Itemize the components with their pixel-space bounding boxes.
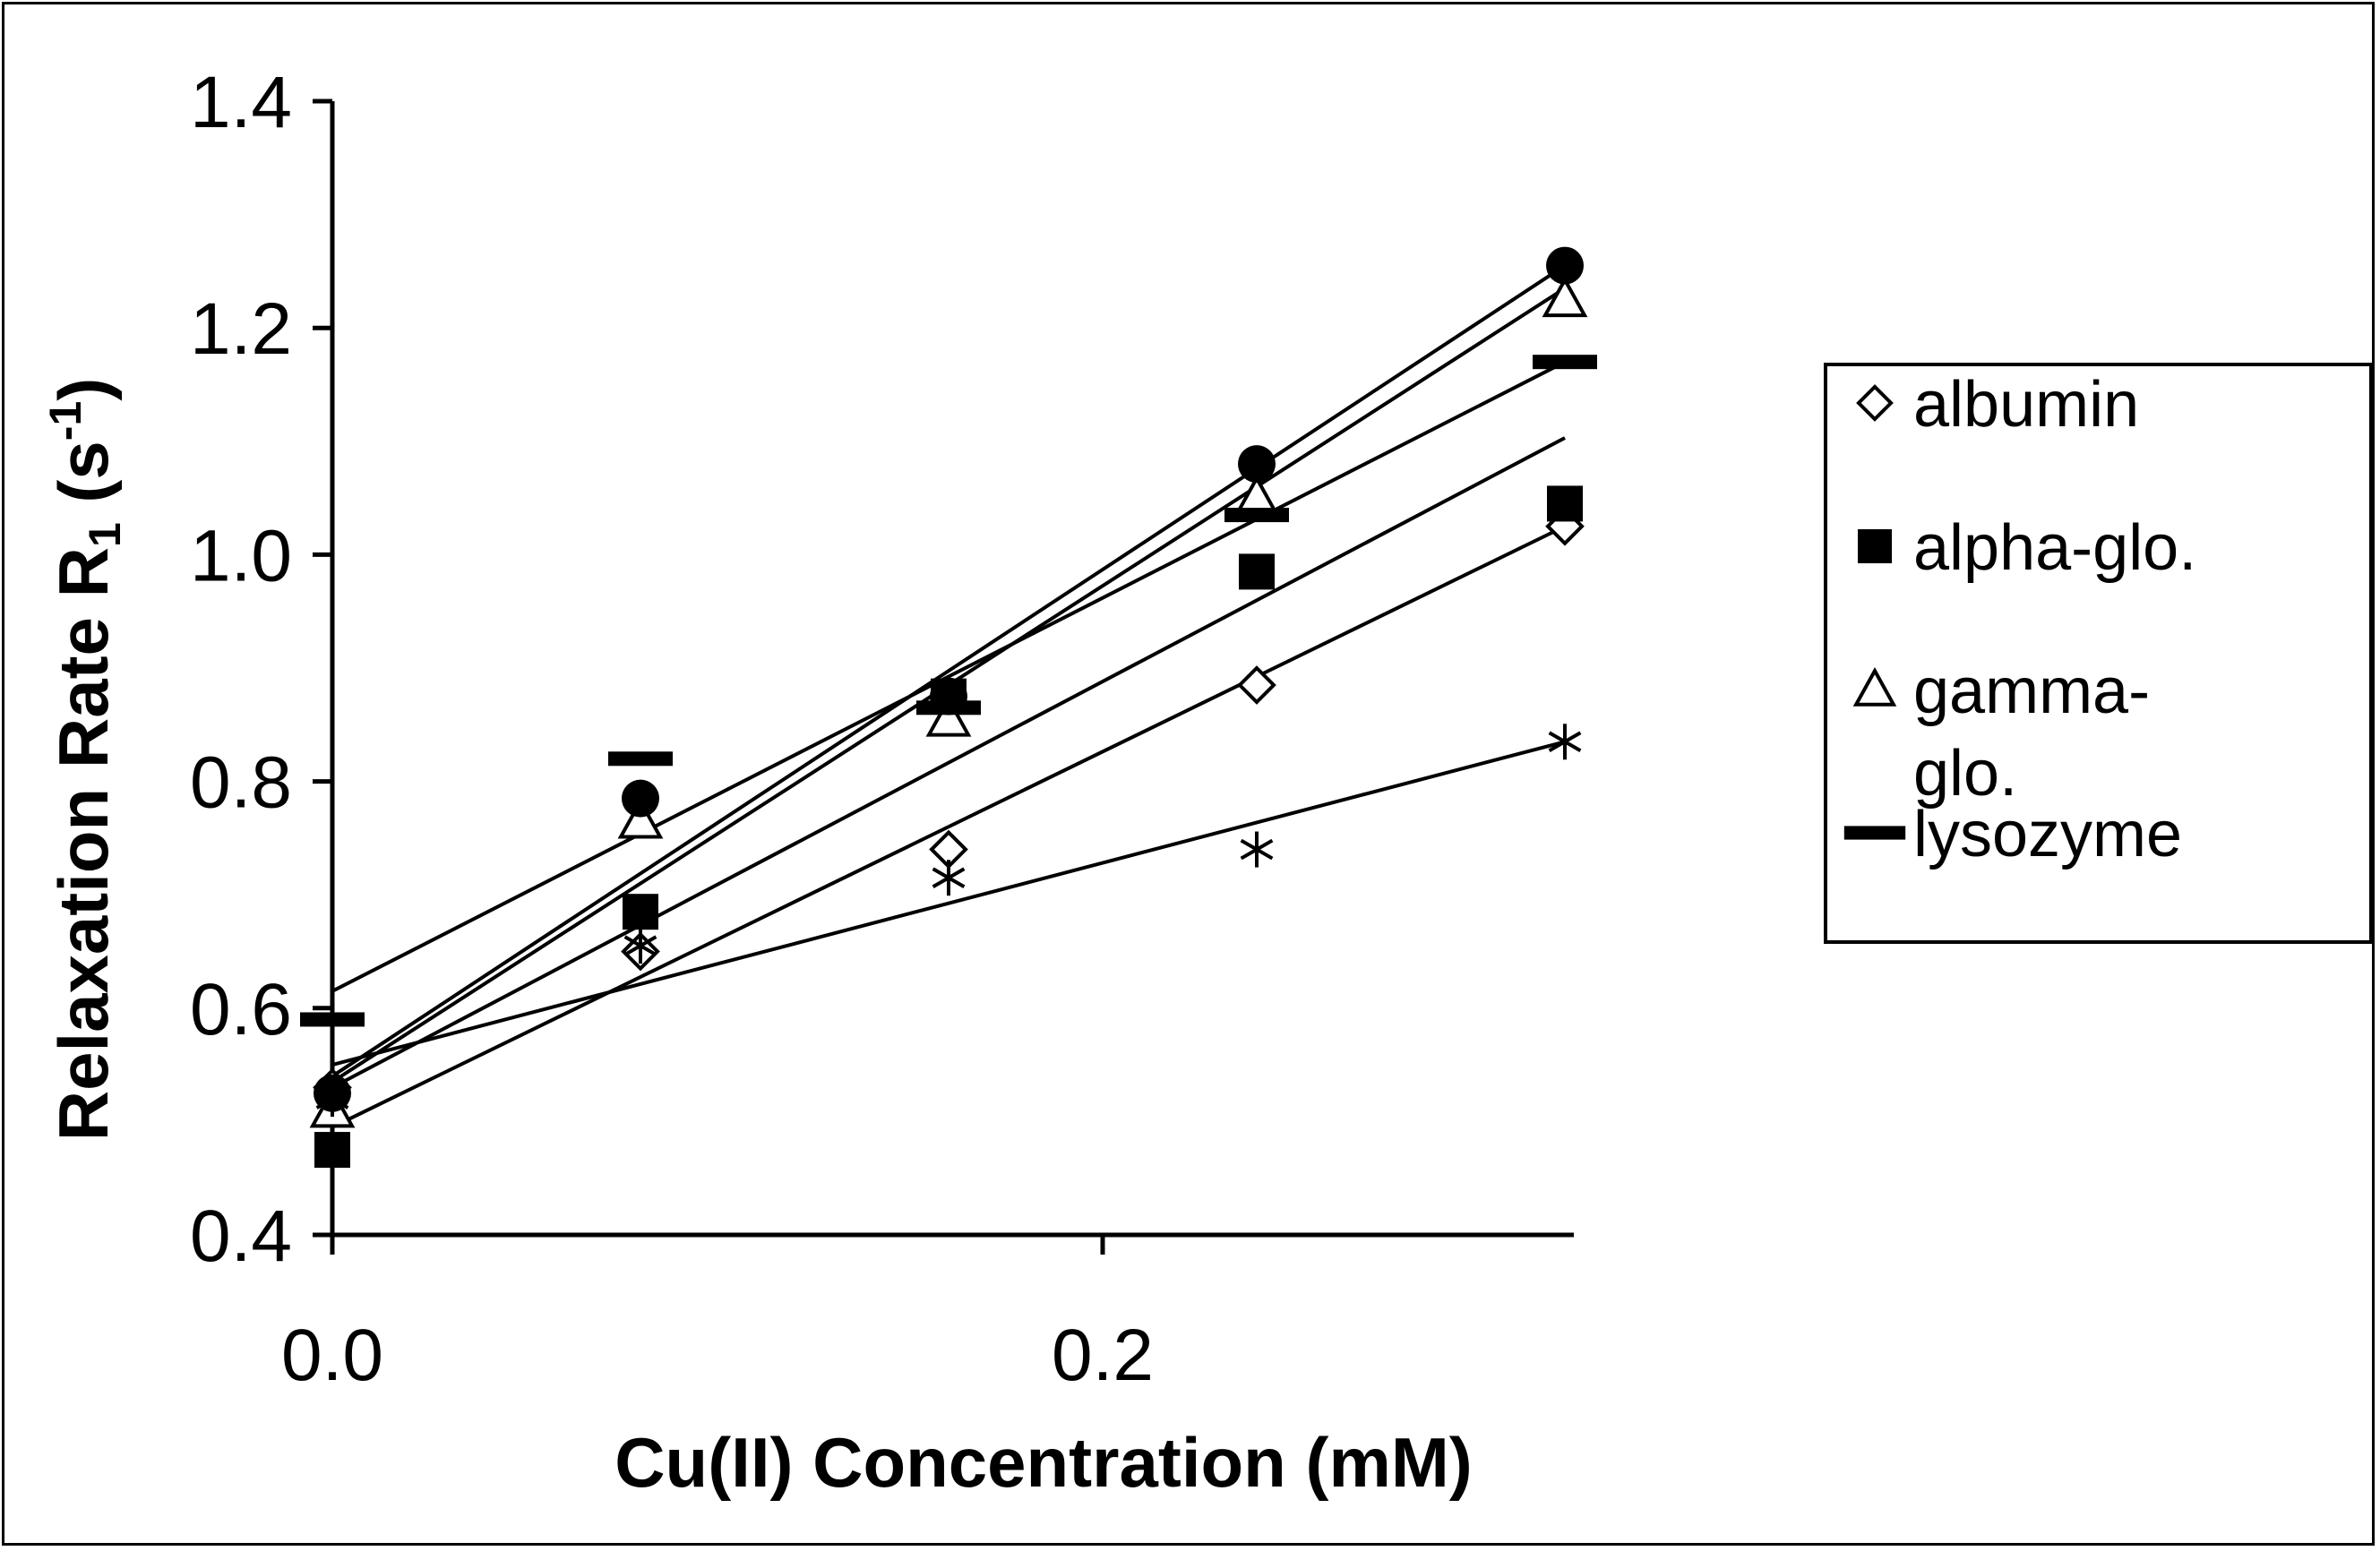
y-axis-title-superscript: -1 xyxy=(40,401,90,441)
legend-label: alpha-glo. xyxy=(1913,512,2196,584)
data-point-circle-filled xyxy=(1546,246,1584,285)
data-point-star xyxy=(1548,724,1582,760)
y-tick-label: 0.6 xyxy=(190,969,292,1050)
data-point-diamond-open xyxy=(1237,665,1276,705)
star-stroke xyxy=(932,867,966,888)
data-point-star xyxy=(623,928,657,964)
legend-marker-square-filled xyxy=(1858,529,1892,563)
trend-line xyxy=(331,436,1566,1090)
data-point-circle-filled xyxy=(622,779,659,818)
data-point-square-filled xyxy=(1239,553,1275,590)
data-point-dash-filled xyxy=(608,751,673,767)
legend-items: albumin alpha-glo. gamma-glo.lysozyme xyxy=(1843,369,2196,870)
y-axis-title-unit-close: ) xyxy=(44,378,123,401)
legend: albumin alpha-glo. gamma-glo.lysozyme xyxy=(1824,363,2373,944)
y-tick-label: 0.4 xyxy=(190,1195,292,1277)
trend-line xyxy=(331,524,1566,1129)
legend-label: lysozyme xyxy=(1913,799,2182,870)
y-tick-label: 1.4 xyxy=(190,62,292,143)
y-axis-title-unit-open: (s xyxy=(44,441,123,522)
y-tick-label: 0.8 xyxy=(190,742,292,824)
data-point-square-filled xyxy=(623,894,658,930)
y-axis-title-main: Relaxation Rate R xyxy=(44,547,123,1141)
trend-line xyxy=(331,740,1566,1067)
star-stroke xyxy=(623,935,657,956)
trend-lines xyxy=(331,263,1567,1129)
x-axis-title: Cu(II) Concentration (mM) xyxy=(614,1423,1473,1502)
data-point-circle-filled xyxy=(930,677,967,716)
legend-marker-diamond-open xyxy=(1856,384,1894,422)
legend-label: glo. xyxy=(1913,738,2017,810)
star-stroke xyxy=(1548,731,1582,753)
data-point-triangle-open xyxy=(925,695,972,737)
y-axis-title: Relaxation Rate R1 (s-1) xyxy=(40,378,130,1142)
data-point-circle-filled xyxy=(1238,445,1276,484)
legend-label: albumin xyxy=(1913,369,2139,441)
data-point-square-filled xyxy=(1547,485,1583,522)
data-point-square-filled xyxy=(314,1132,350,1169)
legend-box xyxy=(1824,363,2373,944)
x-axis-ticks: 0.0 0.2 xyxy=(281,1235,1154,1396)
data-point-dash-filled xyxy=(1224,508,1289,523)
star-stroke xyxy=(1240,838,1274,861)
data-point-triangle-open xyxy=(617,797,664,839)
star-stroke xyxy=(315,1088,349,1110)
trend-line xyxy=(331,360,1566,993)
data-point-dash-filled xyxy=(1533,355,1597,370)
y-axis-title-subscript: 1 xyxy=(80,522,130,547)
y-tick-label: 1.0 xyxy=(190,515,292,596)
x-tick-label: 0.2 xyxy=(1052,1315,1154,1396)
data-point-dash-filled xyxy=(300,1012,365,1027)
legend-marker-dash-filled xyxy=(1843,826,1906,840)
legend-label: gamma- xyxy=(1913,656,2150,727)
data-points xyxy=(300,246,1597,1169)
data-point-star xyxy=(315,1081,349,1118)
y-axis-ticks: 0.4 0.6 0.8 1.0 1.2 1.4 xyxy=(190,62,332,1277)
plot-area: 0.4 0.6 0.8 1.0 1.2 1.4 0.0 0.2 xyxy=(190,62,1597,1396)
y-tick-label: 1.2 xyxy=(190,288,292,370)
data-point-triangle-open xyxy=(1542,276,1588,318)
legend-marker-triangle-open xyxy=(1852,666,1897,707)
trend-line xyxy=(331,263,1567,1078)
x-tick-label: 0.0 xyxy=(281,1315,383,1396)
data-point-star xyxy=(1240,831,1274,868)
data-point-star xyxy=(932,860,966,896)
